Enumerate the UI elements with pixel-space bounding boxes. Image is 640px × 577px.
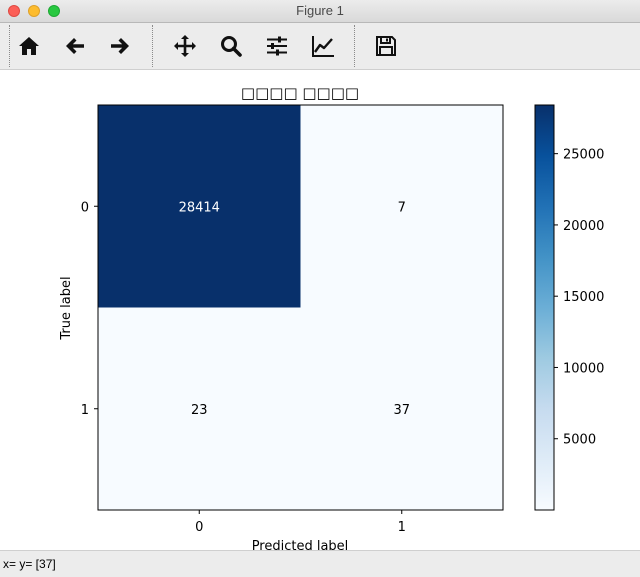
window-title: Figure 1	[296, 3, 344, 18]
colorbar-tick-label: 5000	[563, 433, 596, 448]
edit-axis-button[interactable]	[309, 32, 337, 60]
toolbar-separator	[152, 25, 153, 67]
x-tick-label: 0	[195, 520, 203, 535]
y-tick-label: 0	[81, 200, 89, 215]
cell-value-label: 37	[393, 403, 410, 418]
colorbar-tick-label: 15000	[563, 290, 604, 305]
cursor-coordinates: x= y= [37]	[3, 557, 56, 571]
move-icon	[174, 35, 196, 57]
configure-subplots-button[interactable]	[263, 32, 291, 60]
cell-value-label: 23	[191, 403, 208, 418]
colorbar-tick-label: 20000	[563, 219, 604, 234]
colorbar-tick-label: 25000	[563, 148, 604, 163]
save-button[interactable]	[372, 32, 400, 60]
navigation-toolbar	[0, 23, 640, 70]
x-axis-label: Predicted label	[252, 539, 349, 550]
heatmap-cell[interactable]	[300, 307, 504, 511]
heatmap-cell[interactable]	[98, 307, 301, 511]
confusion-matrix-plot[interactable]: □□□□ □□□□ 28414 7 23 37 0 1 0 1 Predicted labe…	[0, 70, 640, 550]
toolbar-separator	[354, 25, 355, 67]
cell-value-label: 7	[398, 200, 406, 215]
toolbar-separator	[9, 25, 10, 67]
zoom-button[interactable]	[217, 32, 245, 60]
y-tick-label: 1	[81, 403, 89, 418]
pan-button[interactable]	[171, 32, 199, 60]
floppy-disk-icon	[376, 36, 396, 56]
figure-canvas[interactable]: □□□□ □□□□ 28414 7 23 37 0 1 0 1 Predicted labe…	[0, 70, 640, 550]
colorbar	[534, 104, 555, 511]
close-window-button[interactable]	[8, 5, 20, 17]
minimize-window-button[interactable]	[28, 5, 40, 17]
status-bar: x= y= [37]	[0, 550, 640, 577]
x-tick-label: 1	[398, 520, 406, 535]
heatmap-cell[interactable]	[300, 105, 504, 308]
cell-value-label: 28414	[179, 200, 220, 215]
forward-button[interactable]	[106, 32, 134, 60]
maximize-window-button[interactable]	[48, 5, 60, 17]
sliders-icon	[267, 36, 287, 56]
colorbar-tick-label: 10000	[563, 361, 604, 376]
home-button[interactable]	[15, 32, 43, 60]
line-chart-icon	[312, 36, 334, 57]
y-axis-label: True label	[59, 276, 74, 340]
plot-frame	[97, 104, 504, 511]
heatmap-cell[interactable]	[98, 105, 301, 308]
magnifier-icon	[221, 36, 242, 57]
arrow-left-icon	[66, 38, 84, 54]
window-titlebar: Figure 1	[0, 0, 640, 23]
chart-title: □□□□ □□□□	[241, 84, 359, 102]
back-button[interactable]	[61, 32, 89, 60]
home-icon	[19, 37, 39, 55]
arrow-right-icon	[111, 38, 129, 54]
